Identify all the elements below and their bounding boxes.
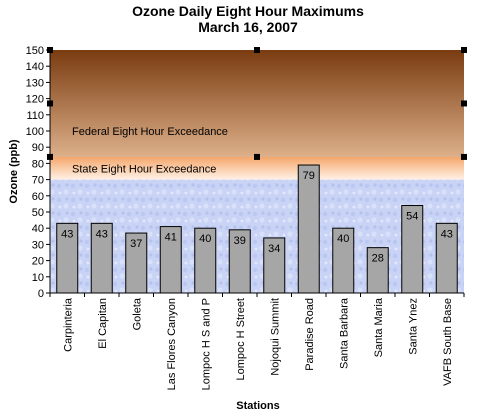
state-exceedance-label: State Eight Hour Exceedance bbox=[72, 163, 216, 175]
y-tick-label: 20 bbox=[32, 256, 44, 268]
bar-value-label: 79 bbox=[303, 170, 315, 182]
resize-handle[interactable] bbox=[254, 153, 260, 160]
x-tick-label: Nojoqui Summit bbox=[269, 298, 281, 376]
state-exceedance-band bbox=[50, 156, 464, 180]
y-tick-label: 110 bbox=[26, 110, 44, 122]
y-axis-title: Ozone (ppb) bbox=[8, 139, 20, 203]
x-tick-label: Lompoc H S and P bbox=[200, 298, 212, 390]
bar-value-label: 37 bbox=[130, 238, 142, 250]
x-tick-label: Lompoc H Street bbox=[235, 298, 247, 381]
federal-exceedance-label: Federal Eight Hour Exceedance bbox=[72, 126, 228, 138]
bar bbox=[297, 164, 320, 294]
bar-series: 43 43 37 41 40 39 34 79 40 28 54 43 bbox=[56, 164, 458, 294]
resize-handle[interactable] bbox=[461, 153, 467, 160]
chart-title-block: Ozone Daily Eight Hour Maximums March 16… bbox=[0, 3, 496, 35]
y-tick-label: 10 bbox=[32, 272, 44, 284]
resize-handle[interactable] bbox=[254, 47, 260, 53]
x-tick-label: Paradise Road bbox=[304, 298, 316, 371]
selection-handles bbox=[47, 47, 467, 160]
y-tick-label: 0 bbox=[38, 288, 44, 300]
chart-subtitle: March 16, 2007 bbox=[198, 19, 298, 35]
x-tick-label: Santa Ynez bbox=[407, 298, 419, 355]
x-tick-label: El Capitan bbox=[97, 298, 109, 349]
x-tick-label: Carpinteria bbox=[62, 297, 74, 352]
resize-handle[interactable] bbox=[461, 100, 467, 107]
bar-value-label: 28 bbox=[372, 253, 384, 265]
y-tick-label: 140 bbox=[26, 61, 44, 73]
chart-title: Ozone Daily Eight Hour Maximums bbox=[132, 3, 364, 19]
x-axis-title: Stations bbox=[236, 400, 279, 412]
y-tick-label: 120 bbox=[26, 94, 44, 106]
x-axis: Carpinteria El Capitan Goleta Las Flores Ca… bbox=[49, 292, 465, 390]
x-tick-label: Santa Maria bbox=[373, 297, 385, 357]
y-tick-label: 70 bbox=[32, 175, 44, 187]
bar-value-label: 43 bbox=[61, 228, 73, 240]
x-tick-label: Goleta bbox=[131, 297, 143, 330]
x-tick-label: Las Flores Canyon bbox=[166, 298, 178, 390]
y-tick-label: 40 bbox=[32, 223, 44, 235]
y-tick-label: 80 bbox=[32, 158, 44, 170]
bar-value-label: 39 bbox=[234, 235, 246, 247]
bar-value-label: 40 bbox=[337, 233, 349, 245]
resize-handle[interactable] bbox=[461, 47, 467, 53]
y-tick-label: 50 bbox=[32, 207, 44, 219]
bar-value-label: 40 bbox=[199, 233, 211, 245]
bar-value-label: 54 bbox=[406, 211, 418, 223]
bar-value-label: 43 bbox=[441, 228, 453, 240]
y-tick-label: 150 bbox=[26, 45, 44, 57]
y-axis: 0 10 20 30 40 50 60 70 80 90 100 110 120 130 140 150 bbox=[26, 45, 51, 300]
y-tick-label: 60 bbox=[32, 191, 44, 203]
resize-handle[interactable] bbox=[47, 100, 53, 107]
x-tick-label: VAFB South Base bbox=[442, 298, 454, 386]
y-tick-label: 100 bbox=[26, 126, 44, 138]
bar-value-label: 41 bbox=[165, 232, 177, 244]
bar-value-label: 34 bbox=[268, 243, 280, 255]
y-tick-label: 30 bbox=[32, 239, 44, 251]
bar-value-label: 43 bbox=[96, 228, 108, 240]
x-tick-label: Santa Barbara bbox=[338, 297, 350, 369]
resize-handle[interactable] bbox=[47, 153, 53, 160]
federal-exceedance-band bbox=[50, 50, 464, 157]
y-tick-label: 90 bbox=[32, 142, 44, 154]
y-tick-label: 130 bbox=[26, 77, 44, 89]
resize-handle[interactable] bbox=[47, 47, 53, 53]
